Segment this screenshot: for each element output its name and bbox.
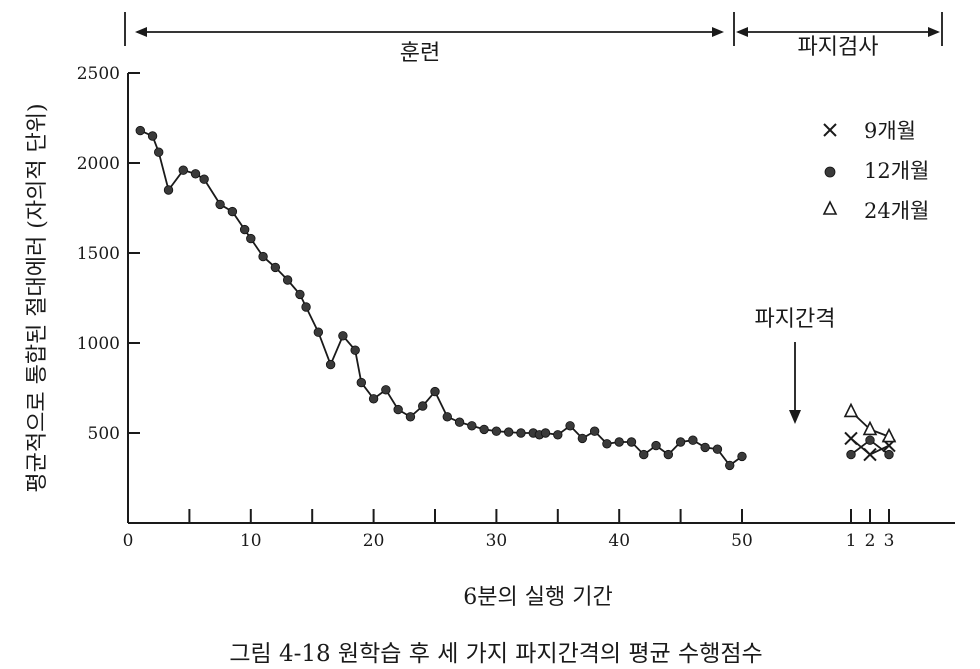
training-point bbox=[246, 233, 256, 244]
training-point bbox=[577, 433, 588, 444]
x-tick-label: 50 bbox=[731, 531, 753, 551]
training-point bbox=[467, 421, 477, 431]
retention-point-triangle bbox=[862, 420, 878, 436]
training-point bbox=[589, 426, 600, 436]
series-training-line bbox=[139, 129, 743, 467]
training-point bbox=[338, 331, 348, 341]
training-point bbox=[442, 412, 452, 422]
training-point bbox=[540, 428, 551, 438]
legend-marker-cross bbox=[823, 123, 837, 137]
y-tick-label: 2500 bbox=[77, 64, 120, 84]
training-point bbox=[301, 302, 311, 312]
legend: 9개월 12개월 24개월 bbox=[822, 119, 929, 223]
training-point bbox=[350, 345, 360, 355]
training-point bbox=[282, 275, 293, 285]
training-point bbox=[565, 421, 575, 431]
training-point bbox=[454, 417, 465, 427]
training-point bbox=[418, 401, 428, 411]
training-point bbox=[479, 424, 489, 435]
training-point bbox=[381, 385, 391, 395]
training-point bbox=[163, 185, 174, 195]
training-point bbox=[405, 412, 416, 422]
training-point bbox=[270, 262, 281, 273]
retention-tick-label: 1 bbox=[846, 531, 857, 551]
phase-label-test: 파지검사 bbox=[798, 35, 879, 60]
series-retention bbox=[843, 402, 897, 462]
training-point bbox=[368, 394, 379, 404]
training-point bbox=[215, 199, 225, 210]
x-axis-title: 6분의 실행 기간 bbox=[463, 585, 612, 610]
y-axis-title: 평균적으로 통합된 절대에러 (자의적 단위) bbox=[25, 103, 50, 492]
training-point bbox=[147, 131, 158, 141]
legend-marker-triangle bbox=[822, 200, 838, 215]
x-axis-ticks: 0 10 20 30 40 50 bbox=[123, 509, 753, 551]
training-point bbox=[639, 449, 649, 460]
training-point bbox=[135, 125, 145, 136]
training-point bbox=[553, 430, 563, 440]
training-point bbox=[356, 377, 367, 388]
training-point bbox=[651, 440, 661, 451]
training-point bbox=[737, 451, 747, 462]
phase-arrowhead-training-left bbox=[135, 27, 147, 37]
training-point bbox=[725, 460, 735, 471]
training-point bbox=[295, 289, 305, 300]
figure-caption: 그림 4-18 원학습 후 세 가지 파지간격의 평균 수행점수 bbox=[229, 641, 762, 667]
training-point bbox=[614, 437, 624, 447]
retention-tick-label: 3 bbox=[884, 531, 895, 551]
y-tick-label: 1500 bbox=[77, 244, 120, 264]
x-tick-label: 40 bbox=[608, 531, 630, 551]
legend-label-24months: 24개월 bbox=[864, 199, 929, 223]
training-point bbox=[430, 386, 440, 397]
training-point bbox=[258, 251, 268, 262]
training-point bbox=[626, 437, 637, 447]
legend-label-9months: 9개월 bbox=[864, 119, 916, 143]
legend-marker-dot bbox=[824, 166, 836, 178]
training-point bbox=[491, 426, 502, 436]
training-point bbox=[688, 435, 698, 445]
retention-point-dot bbox=[846, 449, 856, 460]
legend-label-12months: 12개월 bbox=[864, 159, 929, 183]
training-point bbox=[516, 428, 526, 438]
training-point bbox=[663, 449, 674, 460]
y-axis-ticks: 500 1000 1500 2000 2500 bbox=[77, 64, 140, 444]
training-point bbox=[227, 206, 238, 217]
x-tick-label: 0 bbox=[123, 531, 134, 551]
phase-label-training: 훈련 bbox=[400, 41, 440, 66]
training-point bbox=[313, 327, 324, 337]
training-point bbox=[712, 444, 723, 454]
x-tick-label: 20 bbox=[363, 531, 385, 551]
training-point bbox=[675, 437, 686, 447]
retention-point-triangle bbox=[881, 427, 897, 443]
phase-arrowhead-test-right bbox=[928, 27, 940, 37]
retention-tick-label: 2 bbox=[865, 531, 876, 551]
annotation-retention-interval: 파지간격 bbox=[755, 307, 836, 332]
training-point bbox=[393, 404, 403, 415]
training-point bbox=[239, 224, 250, 235]
retention-point-dot bbox=[865, 435, 875, 445]
annotation-arrowhead bbox=[789, 410, 801, 424]
training-point bbox=[700, 442, 710, 453]
retention-point-triangle bbox=[843, 402, 859, 418]
training-point bbox=[503, 427, 514, 437]
training-point bbox=[190, 169, 201, 179]
training-point bbox=[199, 174, 209, 184]
training-point bbox=[602, 439, 612, 449]
retention-point-dot bbox=[884, 449, 894, 460]
phase-arrowhead-test-left bbox=[736, 27, 748, 37]
retention-point-cross bbox=[863, 447, 877, 462]
phase-arrowhead-training-right bbox=[712, 27, 724, 37]
series-training-points bbox=[135, 125, 747, 471]
y-tick-label: 2000 bbox=[77, 154, 120, 174]
training-point bbox=[178, 165, 188, 175]
y-tick-label: 1000 bbox=[77, 334, 120, 354]
retention-point-cross bbox=[844, 431, 858, 446]
training-point bbox=[153, 147, 164, 157]
training-point bbox=[325, 359, 336, 370]
y-tick-label: 500 bbox=[88, 424, 120, 444]
x-tick-label: 10 bbox=[240, 531, 262, 551]
x-tick-label: 30 bbox=[486, 531, 508, 551]
